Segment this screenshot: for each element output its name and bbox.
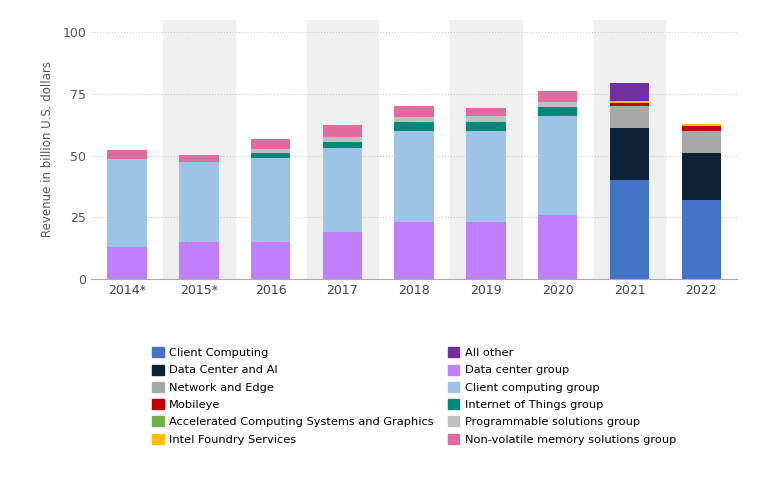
Bar — [251, 149, 290, 153]
Bar — [323, 148, 363, 232]
Bar — [538, 91, 578, 102]
Bar — [610, 106, 649, 128]
Bar — [466, 108, 505, 117]
Bar — [394, 117, 434, 123]
Bar — [107, 247, 147, 279]
Y-axis label: Revenue in billion U.S. dollars: Revenue in billion U.S. dollars — [41, 61, 54, 238]
Bar — [306, 20, 378, 279]
Bar — [394, 106, 434, 117]
Bar — [163, 20, 235, 279]
Bar — [323, 232, 363, 279]
Bar — [394, 131, 434, 222]
Bar — [251, 139, 290, 149]
Bar — [610, 103, 649, 106]
Bar — [394, 222, 434, 279]
Bar — [450, 20, 522, 279]
Bar — [682, 200, 721, 279]
Bar — [682, 126, 721, 130]
Bar — [179, 242, 219, 279]
Bar — [538, 215, 578, 279]
Bar — [466, 117, 505, 122]
Bar — [682, 124, 721, 126]
Bar — [466, 122, 505, 131]
Bar — [323, 142, 363, 148]
Bar — [107, 159, 147, 247]
Bar — [682, 130, 721, 152]
Bar — [179, 162, 219, 242]
Legend: Client Computing, Data Center and AI, Network and Edge, Mobileye, Accelerated Co: Client Computing, Data Center and AI, Ne… — [147, 342, 682, 450]
Bar — [251, 242, 290, 279]
Bar — [682, 152, 721, 200]
Bar — [610, 101, 649, 103]
Bar — [107, 150, 147, 159]
Bar — [538, 108, 578, 116]
Bar — [594, 20, 666, 279]
Bar — [251, 158, 290, 242]
Bar — [538, 116, 578, 215]
Bar — [251, 153, 290, 158]
Bar — [323, 136, 363, 142]
Bar — [610, 180, 649, 279]
Bar — [394, 123, 434, 131]
Bar — [323, 125, 363, 136]
Bar — [538, 102, 578, 108]
Bar — [610, 128, 649, 180]
Bar — [179, 155, 219, 162]
Bar — [610, 83, 649, 101]
Bar — [466, 131, 505, 222]
Bar — [466, 222, 505, 279]
